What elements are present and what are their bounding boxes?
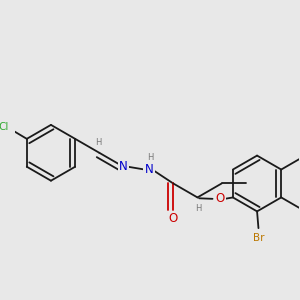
Text: H: H <box>95 138 101 147</box>
Text: Br: Br <box>253 233 264 243</box>
Text: H: H <box>147 153 154 162</box>
Text: N: N <box>119 160 128 173</box>
Text: O: O <box>216 192 225 205</box>
Text: H: H <box>195 204 201 213</box>
Text: O: O <box>169 212 178 225</box>
Text: N: N <box>145 163 154 176</box>
Text: Cl: Cl <box>0 122 9 132</box>
